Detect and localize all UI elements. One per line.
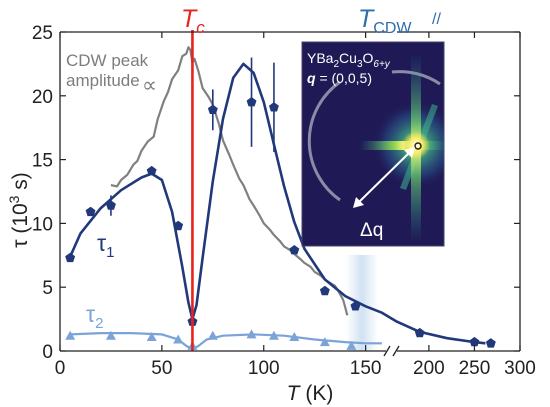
- inset-peak-center: [414, 142, 422, 150]
- tau1-point: [485, 338, 496, 348]
- tcdw-break-mark: //: [432, 11, 441, 28]
- x-tick-label: 200: [413, 358, 445, 379]
- x-axis-label: T (K): [287, 382, 334, 405]
- tau1-point: [350, 301, 361, 311]
- tau1-point: [246, 97, 257, 107]
- axis-break-mark: [383, 345, 391, 357]
- inset-horizontal-streak: [360, 141, 444, 150]
- x-tick-label: 100: [248, 358, 280, 379]
- cdw-amplitude-label-line1: CDW peak: [66, 51, 149, 70]
- x-tick-label: 0: [55, 358, 66, 379]
- cdw-transition-band: [346, 255, 378, 351]
- delta-q-arrow: [357, 151, 411, 204]
- cdw-amplitude-label-line2: amplitude: [66, 71, 140, 90]
- inset-ring-arc-left: [307, 80, 341, 202]
- proportional-symbol: ∝: [142, 74, 157, 97]
- tau2-fit-line: [70, 332, 382, 351]
- tau2-point: [65, 330, 76, 340]
- y-tick-label: 25: [32, 23, 53, 44]
- tau1-point: [469, 336, 480, 347]
- x-tick-label: 50: [151, 358, 172, 379]
- tau1-point: [319, 285, 330, 296]
- y-tick-label: 20: [32, 87, 53, 108]
- tau2-point: [346, 340, 357, 350]
- delta-q-arrowhead-inner: [404, 147, 415, 158]
- tau2-point: [207, 330, 218, 340]
- tcdw-label: TCDW: [358, 5, 412, 37]
- inset-q-vector: q = (0,0,5): [307, 70, 372, 86]
- tau2-point: [289, 331, 300, 341]
- y-tick-label: 5: [42, 278, 53, 299]
- inset-ring-arc-right: [446, 92, 464, 188]
- delta-q-label: Δq: [360, 220, 383, 241]
- x-tick-label: 300: [504, 358, 536, 379]
- axis-break-mark: [392, 345, 400, 357]
- tau2-point: [105, 330, 116, 340]
- cdw-amplitude-line: [110, 46, 349, 316]
- y-tick-label: 10: [32, 214, 53, 235]
- tau1-point: [85, 206, 96, 217]
- y-tick-label: 15: [32, 151, 53, 172]
- tau2-label: τ2: [86, 301, 103, 332]
- tau1-point: [289, 245, 300, 255]
- y-tick-label: 0: [42, 342, 53, 363]
- inset-formula: YBa2Cu3O6+y: [307, 50, 391, 70]
- delta-q-arrowhead-outer: [353, 197, 364, 208]
- tau2-point: [268, 330, 279, 340]
- tau1-point: [414, 327, 425, 338]
- data-layer: [65, 30, 496, 351]
- tau1-point: [146, 165, 157, 176]
- tau1-point: [106, 200, 116, 210]
- x-tick-label: 250: [459, 358, 491, 379]
- tau2-point: [319, 337, 330, 347]
- tau1-point: [207, 104, 218, 114]
- x-tick-label: 150: [350, 358, 382, 379]
- y-axis-label: τ (103 s): [6, 172, 32, 248]
- tau2-point: [173, 334, 184, 344]
- tc-label: Tc: [181, 5, 205, 37]
- tau2-point: [246, 329, 257, 339]
- tau1-point: [173, 220, 184, 231]
- tau1-point: [269, 102, 279, 112]
- inset-image: YBa2Cu3O6+y q = (0,0,5) Δq: [301, 41, 464, 247]
- tau2-point: [146, 331, 157, 341]
- tau1-point: [65, 252, 76, 263]
- tau1-label: τ1: [97, 230, 114, 261]
